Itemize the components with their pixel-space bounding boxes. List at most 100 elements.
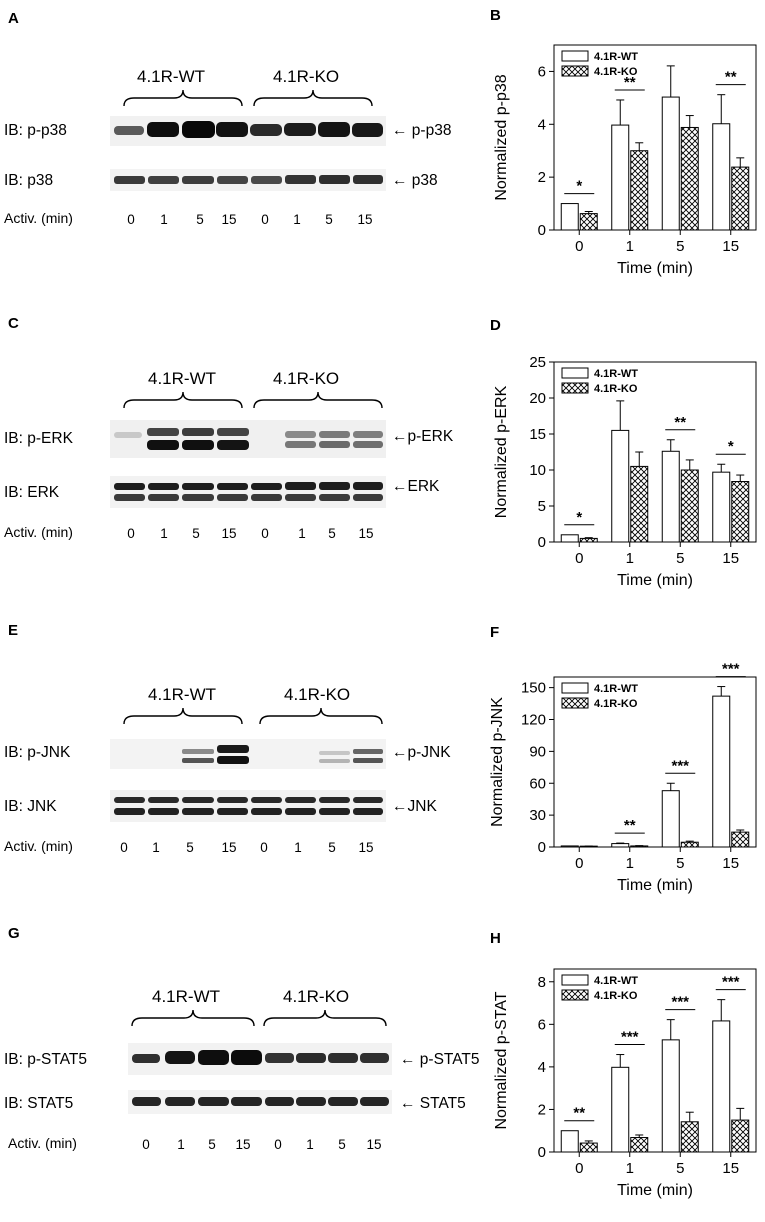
plot-frame (553, 44, 757, 231)
time-tick: 5 (328, 840, 336, 855)
time-tick: 1 (306, 1137, 314, 1152)
y-tick-label: 20 (529, 390, 546, 407)
significance-stars: *** (671, 757, 689, 774)
bar-ko (630, 465, 649, 543)
plot-frame (553, 361, 757, 543)
time-tick: 5 (196, 212, 204, 227)
y-tick-label: 25 (529, 354, 546, 371)
time-tick: 1 (177, 1137, 185, 1152)
panel-letter-e: E (8, 622, 19, 639)
blot-panel-e: E 4.1R-WT 4.1R-KO IB: p-JNK ←p-JNK IB: J… (0, 617, 480, 917)
panel-letter-c: C (8, 315, 19, 332)
x-tick-label: 0 (575, 238, 583, 255)
legend-swatch (561, 367, 589, 379)
band-label-row1: ←p-ERK (392, 428, 454, 445)
legend-label: 4.1R-KO (594, 698, 638, 710)
bar-wt (661, 96, 680, 231)
time-tick: 15 (221, 526, 237, 541)
y-tick-label: 150 (521, 680, 546, 697)
x-tick-label: 0 (575, 1160, 583, 1177)
bar-wt (560, 203, 579, 231)
ib-label-row1: IB: p-JNK (4, 744, 71, 761)
x-tick-label: 15 (722, 550, 739, 567)
blot-panel-c: C 4.1R-WT 4.1R-KO IB: p-ERK ←p-ERK IB: E… (0, 310, 480, 610)
time-tick: 1 (294, 840, 302, 855)
y-axis-label: Normalized p-ERK (493, 385, 510, 518)
significance-stars: ** (674, 414, 686, 431)
bar-wt (661, 790, 680, 848)
legend-label: 4.1R-KO (594, 990, 638, 1002)
time-tick: 1 (293, 212, 301, 227)
brace-wt (131, 1009, 255, 1027)
time-tick: 15 (221, 840, 237, 855)
x-tick-label: 0 (575, 550, 583, 567)
time-tick: 0 (142, 1137, 150, 1152)
time-tick: 1 (160, 212, 168, 227)
activ-label: Activ. (min) (4, 838, 73, 854)
time-tick: 5 (328, 526, 336, 541)
y-axis-label: Normalized p-p38 (493, 74, 510, 200)
band-label-row2: ←JNK (392, 798, 437, 815)
bar-ko (731, 831, 750, 848)
bar-ko (680, 469, 699, 543)
blot-strip-total (110, 169, 386, 191)
y-tick-label: 0 (538, 534, 546, 551)
legend-swatch (561, 697, 589, 709)
time-tick: 0 (127, 526, 135, 541)
y-tick-label: 10 (529, 462, 546, 479)
blot-strip-total (110, 476, 386, 508)
y-tick-label: 15 (529, 426, 546, 443)
significance-stars: *** (671, 994, 689, 1011)
time-tick: 15 (366, 1137, 382, 1152)
time-tick: 5 (338, 1137, 346, 1152)
legend-swatch (561, 989, 589, 1001)
y-tick-label: 2 (538, 169, 546, 186)
time-tick: 0 (261, 526, 269, 541)
time-tick: 1 (298, 526, 306, 541)
time-tick: 15 (358, 840, 374, 855)
y-tick-label: 0 (538, 222, 546, 239)
group-label-ko: 4.1R-KO (273, 369, 340, 388)
bar-wt (611, 429, 630, 543)
x-tick-label: 1 (626, 855, 634, 872)
bar-wt (661, 1039, 680, 1153)
x-tick-label: 0 (575, 855, 583, 872)
brace-wt (123, 89, 243, 107)
y-tick-label: 8 (538, 974, 546, 991)
y-tick-label: 4 (538, 116, 546, 133)
significance-stars: * (576, 178, 582, 195)
ib-label-row1: IB: p-p38 (4, 122, 67, 139)
blot-panel-a: A 4.1R-WT 4.1R-KO IB: p-p38 ← p-p38 IB: … (0, 0, 480, 300)
significance-stars: ** (624, 74, 636, 91)
x-tick-label: 5 (676, 1160, 684, 1177)
blot-strip-total (110, 790, 386, 822)
ib-label-row2: IB: JNK (4, 798, 57, 815)
bar-ko (731, 1119, 750, 1153)
y-tick-label: 120 (521, 712, 546, 729)
group-label-ko: 4.1R-KO (273, 67, 340, 86)
significance-stars: ** (624, 817, 636, 834)
bar-ko (579, 537, 598, 543)
significance-stars: * (576, 509, 582, 526)
y-axis-label: Normalized p-STAT (493, 991, 510, 1129)
activ-label: Activ. (min) (4, 210, 73, 226)
bar-wt (560, 1130, 579, 1153)
band-label-row1: ← p-p38 (392, 122, 452, 139)
bar-ko (630, 150, 649, 231)
blot-strip-phospho (128, 1043, 392, 1075)
band-label-row1: ←p-JNK (392, 744, 451, 761)
bar-ko (630, 1137, 649, 1153)
blot-panel-g: G 4.1R-WT 4.1R-KO IB: p-STAT5 ← p-STAT5 … (0, 919, 480, 1219)
x-tick-label: 5 (676, 550, 684, 567)
legend-swatch (561, 682, 589, 694)
legend-label: 4.1R-KO (594, 66, 638, 78)
ib-label-row1: IB: p-STAT5 (4, 1051, 87, 1068)
bar-ko (579, 1142, 598, 1153)
time-tick: 0 (274, 1137, 282, 1152)
time-tick: 1 (152, 840, 160, 855)
legend-swatch (561, 382, 589, 394)
y-tick-label: 6 (538, 1016, 546, 1033)
time-tick: 1 (160, 526, 168, 541)
ib-label-row2: IB: p38 (4, 172, 54, 189)
